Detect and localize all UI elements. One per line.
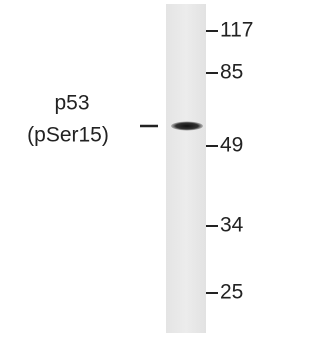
marker-label: 49 [220, 134, 243, 157]
marker-label: 117 [220, 19, 253, 42]
marker-label: 85 [220, 61, 243, 84]
blot-lane [166, 4, 206, 333]
protein-modification: (pSer15) [27, 124, 109, 147]
marker-label: 25 [220, 281, 243, 304]
protein-band [171, 122, 203, 131]
protein-name: p53 [54, 92, 89, 115]
blot-figure: p53 (pSer15) 117 85 49 34 25 [0, 0, 270, 333]
marker-label: 34 [220, 214, 244, 237]
marker-ladder: 117 85 49 34 25 [206, 19, 253, 304]
